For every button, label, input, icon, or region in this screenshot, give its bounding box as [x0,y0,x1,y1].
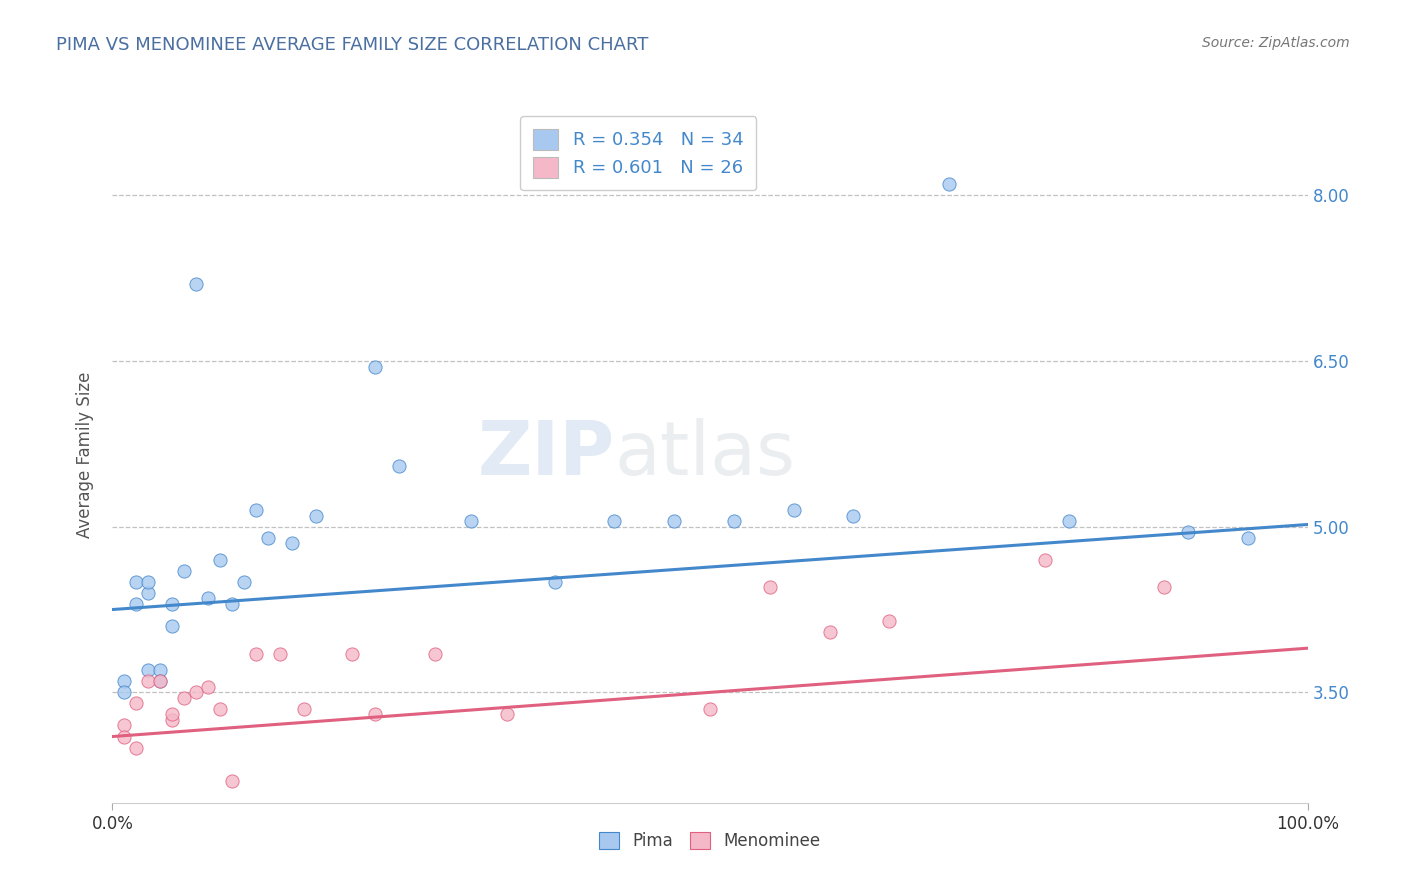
Point [245,647,267,661]
Point [173,690,195,705]
Point [162,713,183,727]
Point [1177,525,1199,540]
Point [221,773,243,788]
Text: Source: ZipAtlas.com: Source: ZipAtlas.com [1202,36,1350,50]
Point [699,702,721,716]
Point [388,458,411,473]
Point [233,574,256,589]
Text: atlas: atlas [614,418,796,491]
Y-axis label: Average Family Size: Average Family Size [76,372,94,538]
Point [292,702,315,716]
Point [149,663,172,677]
Point [543,574,565,589]
Point [364,359,387,374]
Point [340,647,363,661]
Point [162,597,183,611]
Point [783,503,806,517]
Point [1237,531,1260,545]
Point [664,514,686,528]
Point [197,680,219,694]
Point [1057,514,1080,528]
Point [818,624,841,639]
Point [1153,581,1175,595]
Point [460,514,482,528]
Point [1033,553,1056,567]
Point [221,597,243,611]
Point [138,574,160,589]
Point [138,586,160,600]
Point [114,730,135,744]
Point [149,674,172,689]
Legend: Pima, Menominee: Pima, Menominee [593,826,827,857]
Point [281,536,304,550]
Point [197,591,219,606]
Point [496,707,519,722]
Point [938,178,960,192]
Point [425,647,447,661]
Point [879,614,901,628]
Point [125,740,148,755]
Point [125,597,148,611]
Point [305,508,328,523]
Point [149,674,172,689]
Text: ZIP: ZIP [477,418,614,491]
Point [114,674,135,689]
Point [173,564,195,578]
Point [723,514,745,528]
Point [125,697,148,711]
Point [138,663,160,677]
Point [186,277,208,291]
Point [138,674,160,689]
Point [114,718,135,732]
Point [114,685,135,699]
Point [759,581,782,595]
Point [162,619,183,633]
Point [209,702,232,716]
Point [842,508,865,523]
Point [269,647,291,661]
Point [186,685,208,699]
Point [209,553,232,567]
Point [257,531,280,545]
Point [603,514,626,528]
Point [125,574,148,589]
Point [364,707,387,722]
Point [245,503,267,517]
Point [162,707,183,722]
Text: PIMA VS MENOMINEE AVERAGE FAMILY SIZE CORRELATION CHART: PIMA VS MENOMINEE AVERAGE FAMILY SIZE CO… [56,36,648,54]
